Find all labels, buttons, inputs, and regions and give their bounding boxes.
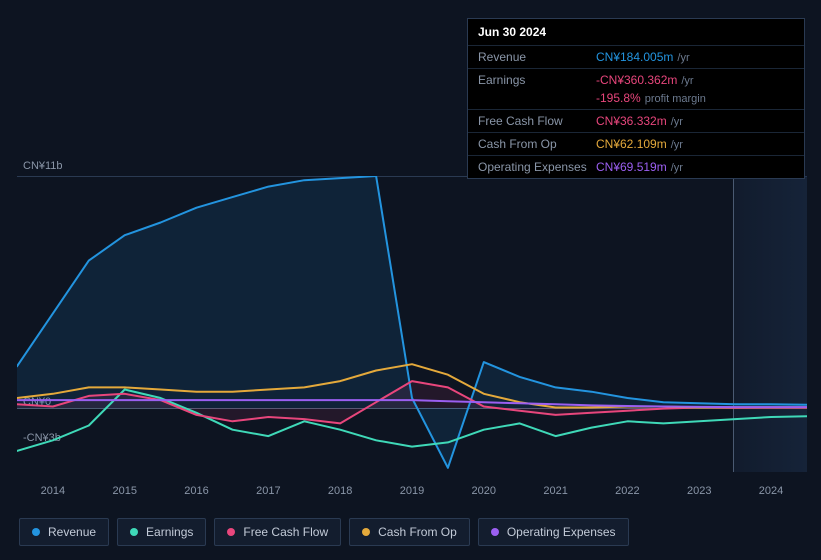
x-tick: 2019 [376,485,448,497]
legend-item[interactable]: Revenue [19,518,109,546]
tooltip-row-suffix: /yr [671,116,683,128]
tooltip-row-suffix: /yr [677,52,689,64]
tooltip-row-value: CN¥36.332m [596,114,667,128]
tooltip-row-label: Free Cash Flow [478,114,596,128]
legend-label: Operating Expenses [507,525,616,539]
tooltip-row-value: CN¥184.005m [596,50,673,64]
tooltip-row: RevenueCN¥184.005m/yr [468,45,804,68]
legend-item[interactable]: Free Cash Flow [214,518,341,546]
y-tick-top: CN¥11b [23,160,63,172]
legend-dot-icon [362,528,370,536]
legend-dot-icon [130,528,138,536]
chart-svg [17,176,807,472]
tooltip-row-value: -195.8% [596,91,641,105]
tooltip-row-value: CN¥69.519m [596,160,667,174]
series-area-revenue [17,176,807,468]
tooltip-row-suffix: /yr [671,139,683,151]
tooltip-date: Jun 30 2024 [468,19,804,45]
tooltip-row-value: -CN¥360.362m [596,73,677,87]
legend-label: Revenue [48,525,96,539]
tooltip-row-label: Earnings [478,73,596,87]
legend-dot-icon [32,528,40,536]
legend-item[interactable]: Earnings [117,518,206,546]
tooltip-row: Free Cash FlowCN¥36.332m/yr [468,109,804,132]
x-tick: 2015 [89,485,161,497]
x-tick: 2014 [17,485,89,497]
legend-label: Cash From Op [378,525,457,539]
x-axis: 2014201520162017201820192020202120222023… [17,485,807,497]
x-tick: 2017 [232,485,304,497]
legend: Revenue Earnings Free Cash Flow Cash From O… [19,518,629,546]
x-tick: 2020 [448,485,520,497]
tooltip-row-label: Operating Expenses [478,160,596,174]
x-tick: 2023 [663,485,735,497]
tooltip-row: Cash From OpCN¥62.109m/yr [468,132,804,155]
tooltip-row: Operating ExpensesCN¥69.519m/yr [468,155,804,178]
tooltip-row-suffix: profit margin [645,93,706,105]
legend-label: Earnings [146,525,193,539]
tooltip-row-suffix: /yr [681,75,693,87]
tooltip-row-value: CN¥62.109m [596,137,667,151]
legend-dot-icon [227,528,235,536]
x-tick: 2024 [735,485,807,497]
x-tick: 2021 [520,485,592,497]
tooltip-row-label: Cash From Op [478,137,596,151]
legend-item[interactable]: Cash From Op [349,518,470,546]
legend-label: Free Cash Flow [243,525,328,539]
tooltip-row: -195.8% profit margin [468,91,804,109]
legend-item[interactable]: Operating Expenses [478,518,629,546]
tooltip-row-suffix: /yr [671,162,683,174]
tooltip-row-label: Revenue [478,50,596,64]
financial-tooltip: Jun 30 2024 RevenueCN¥184.005m/yrEarning… [467,18,805,179]
x-tick: 2022 [592,485,664,497]
x-tick: 2018 [304,485,376,497]
x-tick: 2016 [161,485,233,497]
tooltip-row: Earnings-CN¥360.362m/yr [468,68,804,91]
chart-plot-area[interactable] [17,176,807,472]
legend-dot-icon [491,528,499,536]
